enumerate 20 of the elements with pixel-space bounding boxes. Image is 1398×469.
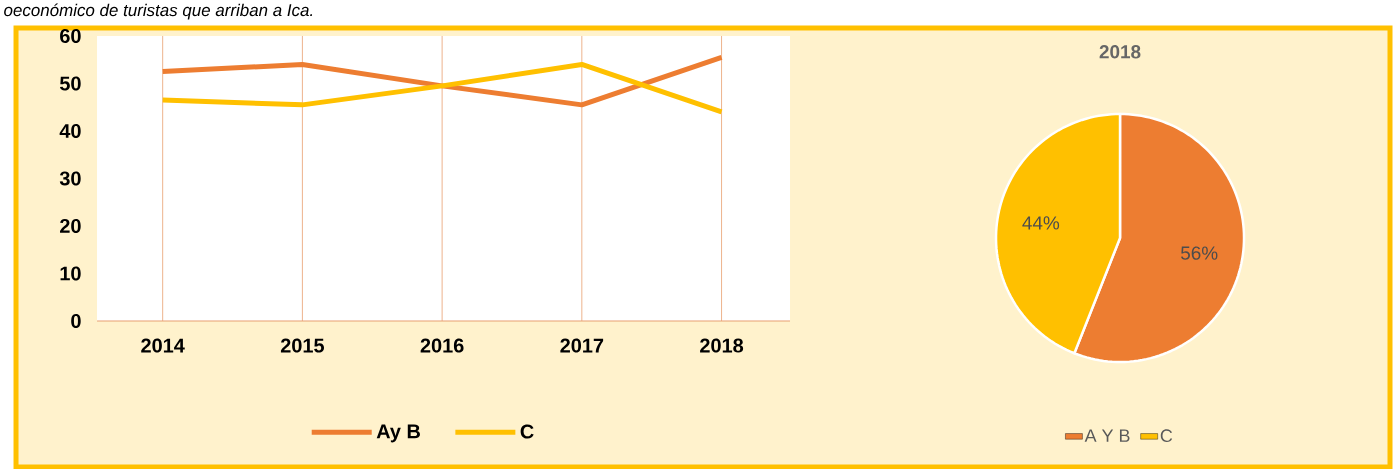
y-tick-label: 30 [59,171,81,186]
data-label: 56% [1181,246,1218,260]
y-tick-label: 10 [60,266,81,281]
x-tick-label: 2015 [280,338,325,353]
data-label: 44% [1022,216,1060,230]
y-tick-label: 50 [59,76,81,91]
x-tick-label: 2016 [420,338,464,353]
x-tick-label: 2018 [700,338,744,353]
x-tick-label: 2014 [141,338,185,353]
y-tick-label: 40 [59,123,81,139]
y-tick-label: 20 [60,218,81,234]
chart-title: 2018 [1099,45,1141,59]
legend-label: C [1160,429,1173,443]
x-tick-label: 2017 [560,338,604,353]
legend-label: A Y B [1084,429,1130,442]
y-tick-label: 60 [60,28,81,44]
legend-label: C [520,424,534,439]
y-tick-label: 0 [71,313,81,329]
text: oeconómico de turistas que arriban a Ica. [4,3,313,20]
legend-label: Ay B [376,424,420,443]
